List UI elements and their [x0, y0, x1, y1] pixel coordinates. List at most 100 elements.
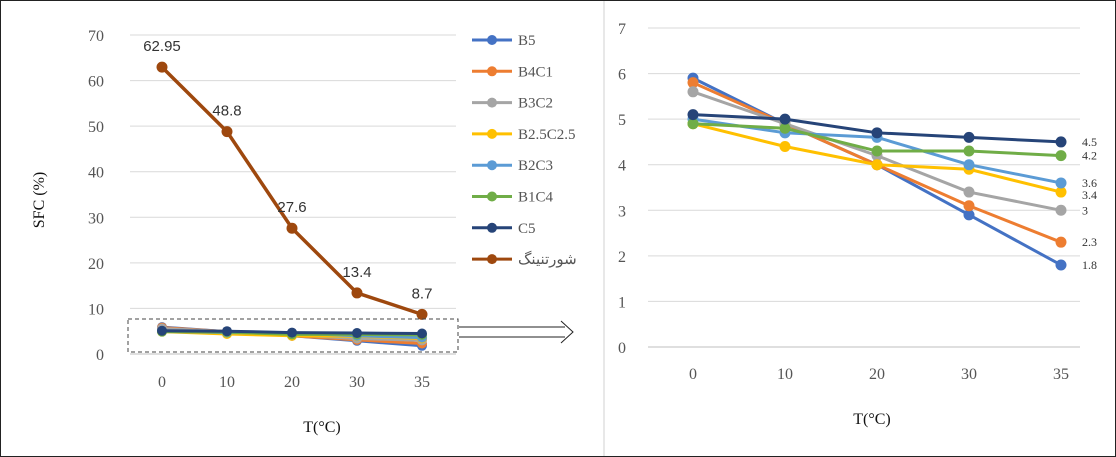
right-y-tick: 7 — [618, 21, 626, 38]
right-data-point — [963, 145, 975, 157]
legend-label: C5 — [518, 221, 536, 237]
right-data-point — [779, 113, 791, 125]
legend-swatch-marker — [487, 97, 497, 108]
right-data-point — [1055, 259, 1067, 271]
right-data-point — [1055, 204, 1067, 216]
left-y-tick: 40 — [88, 165, 104, 182]
left-x-tick: 10 — [219, 374, 235, 391]
right-data-point — [779, 140, 791, 152]
left-y-axis-label: SFC (%) — [31, 172, 48, 228]
right-end-label: 2.3 — [1082, 235, 1097, 249]
legend-swatch-marker — [487, 160, 497, 171]
right-y-tick: 2 — [618, 249, 626, 266]
left-y-tick: 20 — [88, 256, 104, 273]
legend-swatch-marker — [487, 222, 497, 233]
right-data-point — [1055, 136, 1067, 148]
left-data-label: 48.8 — [212, 103, 241, 120]
right-y-tick: 6 — [618, 67, 626, 84]
right-data-point — [871, 159, 883, 171]
right-y-tick: 1 — [618, 294, 626, 311]
zoom-arrow-icon — [459, 320, 574, 344]
right-data-point — [1055, 177, 1067, 189]
legend: B5 B4C1 B3C2 B2.5C2.5 B2C3 B1C4 C5 شورتنینگ — [472, 33, 577, 268]
right-data-point — [963, 186, 975, 198]
right-data-point — [963, 200, 975, 212]
right-data-point — [687, 118, 699, 130]
legend-label: B1C4 — [518, 190, 554, 206]
left-data-point — [222, 326, 232, 337]
right-end-label: 4.5 — [1082, 135, 1097, 149]
left-data-point — [417, 328, 427, 339]
left-data-label: 8.7 — [412, 285, 433, 302]
right-data-point — [871, 145, 883, 157]
right-y-tick: 5 — [618, 112, 626, 129]
right-data-point — [687, 77, 699, 89]
right-data-point — [963, 209, 975, 221]
left-x-tick-labels: 0 10 20 30 35 — [158, 374, 430, 391]
left-y-tick: 50 — [88, 119, 104, 136]
right-x-tick-labels: 0 10 20 30 35 — [689, 366, 1069, 383]
left-series-lines — [156, 61, 428, 351]
left-x-tick: 0 — [158, 374, 166, 391]
legend-label: B3C2 — [518, 96, 553, 112]
left-y-tick: 0 — [96, 347, 104, 364]
legend-label: B2C3 — [518, 158, 553, 174]
legend-swatch-marker — [487, 191, 497, 202]
left-y-tick: 70 — [88, 28, 104, 45]
left-gridlines — [130, 34, 456, 355]
right-data-point — [1055, 236, 1067, 248]
right-data-point — [1055, 150, 1067, 162]
legend-swatch-marker — [487, 128, 497, 139]
legend-label: B4C1 — [518, 64, 553, 80]
left-data-point — [352, 328, 362, 339]
right-x-tick: 30 — [961, 366, 977, 383]
right-data-point — [963, 159, 975, 171]
left-x-tick: 35 — [414, 374, 430, 391]
left-data-point — [156, 61, 168, 73]
right-y-tick-labels: 0 1 2 3 4 5 6 7 — [618, 21, 626, 357]
right-x-tick: 35 — [1053, 366, 1069, 383]
right-data-point — [687, 86, 699, 98]
legend-swatch-marker — [487, 254, 497, 265]
right-data-point — [779, 122, 791, 134]
right-x-tick: 10 — [777, 366, 793, 383]
left-data-point — [287, 327, 297, 338]
left-data-label: 62.95 — [143, 38, 181, 55]
left-y-tick-labels: 0 10 20 30 40 50 60 70 — [88, 28, 104, 364]
left-x-tick: 30 — [349, 374, 365, 391]
left-y-tick: 30 — [88, 210, 104, 227]
left-data-label: 13.4 — [342, 264, 371, 281]
legend-swatch-marker — [487, 66, 497, 77]
left-y-tick: 10 — [88, 301, 104, 318]
right-y-tick: 4 — [618, 158, 626, 175]
right-end-label: 4.2 — [1082, 149, 1097, 163]
right-data-point — [871, 127, 883, 139]
right-series-lines — [687, 72, 1067, 271]
left-series-line — [160, 65, 423, 317]
left-x-tick: 20 — [284, 374, 300, 391]
left-x-axis-label: T(°C) — [303, 419, 341, 436]
right-data-point — [687, 109, 699, 121]
right-end-label: 3.6 — [1082, 176, 1097, 190]
left-data-point — [221, 126, 233, 138]
legend-label: B2.5C2.5 — [518, 127, 576, 143]
right-x-axis-label: T(°C) — [853, 411, 891, 428]
right-data-point — [1055, 186, 1067, 198]
left-data-point — [416, 308, 428, 320]
right-x-tick: 20 — [869, 366, 885, 383]
right-y-tick: 0 — [618, 340, 626, 357]
right-data-point — [963, 131, 975, 143]
left-data-labels: 62.95 48.8 27.6 13.4 8.7 — [143, 38, 432, 302]
zoom-region-box — [127, 318, 459, 353]
right-gridlines — [648, 27, 1080, 348]
left-data-point — [286, 222, 298, 234]
legend-label: B5 — [518, 33, 536, 49]
left-data-label: 27.6 — [277, 199, 306, 216]
right-end-labels: 4.54.2 3.63.43 2.3 1.8 — [1082, 135, 1097, 272]
left-y-tick: 60 — [88, 74, 104, 91]
right-y-tick: 3 — [618, 203, 626, 220]
